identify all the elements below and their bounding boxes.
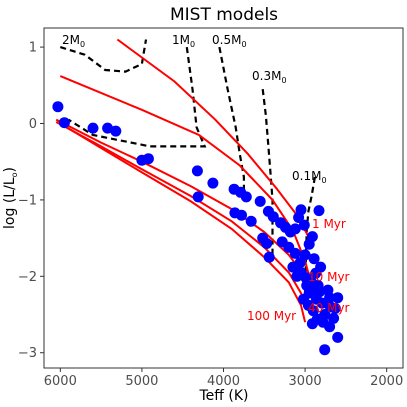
data-point [254,195,266,207]
data-point [306,318,318,330]
data-point [58,117,70,129]
data-point [315,261,327,273]
track-label-0.3msun: 0.3M0 [252,69,287,85]
y-axis-title: log (L/Lo) [2,167,19,229]
data-point [291,270,303,282]
track-label-0.5msun: 0.5M0 [212,33,247,49]
plot-panel-border [43,27,404,369]
data-point [308,253,320,265]
data-point [245,215,257,227]
isochrone-unlabeled-1 [59,75,311,277]
data-point [328,312,340,324]
data-point [240,191,252,203]
data-point [289,223,301,235]
x-tick-label: 4000 [207,374,240,389]
data-point [306,231,318,243]
x-tick-label: 6000 [44,374,77,389]
y-axis-ticks: −3 −2 −1 0 1 [18,41,44,361]
data-point [52,101,64,113]
track-label-0.1msun: 0.1M0 [292,169,327,185]
data-points [52,101,344,356]
chart-title: MIST models [170,5,278,25]
isochrone-100-myr [59,122,307,323]
isochrone-label-1myr: 1 Myr [312,217,346,231]
data-point [313,205,325,217]
isochrone-40-myr [55,121,308,308]
data-point [263,251,275,263]
x-axis-title: Teff (K) [199,388,249,404]
data-point [110,125,122,137]
x-axis-ticks: 6000 5000 4000 3000 2000 [44,368,403,389]
data-point [307,305,319,317]
data-point [192,191,204,203]
x-tick-label: 3000 [289,374,322,389]
track-label-1msun: 1M0 [172,33,195,49]
data-point [332,331,344,343]
data-point [191,165,203,177]
isochrone-label-40myr: 40 Myr [308,301,350,315]
data-point [287,261,299,273]
data-point [298,219,310,231]
y-tick-label: −1 [18,193,37,208]
y-tick-label: 0 [29,117,37,132]
isochrone-1-myr [116,38,315,245]
data-point [289,247,301,259]
isochrone-label-100myr: 100 Myr [247,309,296,323]
y-tick-label: −2 [18,270,37,285]
data-point [299,249,311,261]
data-point [207,177,219,189]
track-2-msun [59,39,148,73]
track-1-msun [67,46,207,148]
data-point [236,209,247,221]
data-point [87,122,99,134]
data-point [295,204,307,216]
x-tick-label: 5000 [125,374,158,389]
data-point [324,292,336,304]
y-tick-label: −3 [18,346,37,361]
data-point [309,284,321,296]
y-tick-label: 1 [29,41,37,56]
data-point [142,153,154,165]
data-point [324,321,336,333]
data-point [267,211,279,223]
data-point [261,238,273,249]
isochrone-label-10myr: 10 Myr [308,270,350,284]
data-point [319,344,331,356]
data-point [332,292,344,304]
track-label-2msun: 2M0 [62,33,85,49]
data-point [329,302,341,314]
x-tick-label: 2000 [370,374,403,389]
track-0.5-msun [218,46,245,200]
